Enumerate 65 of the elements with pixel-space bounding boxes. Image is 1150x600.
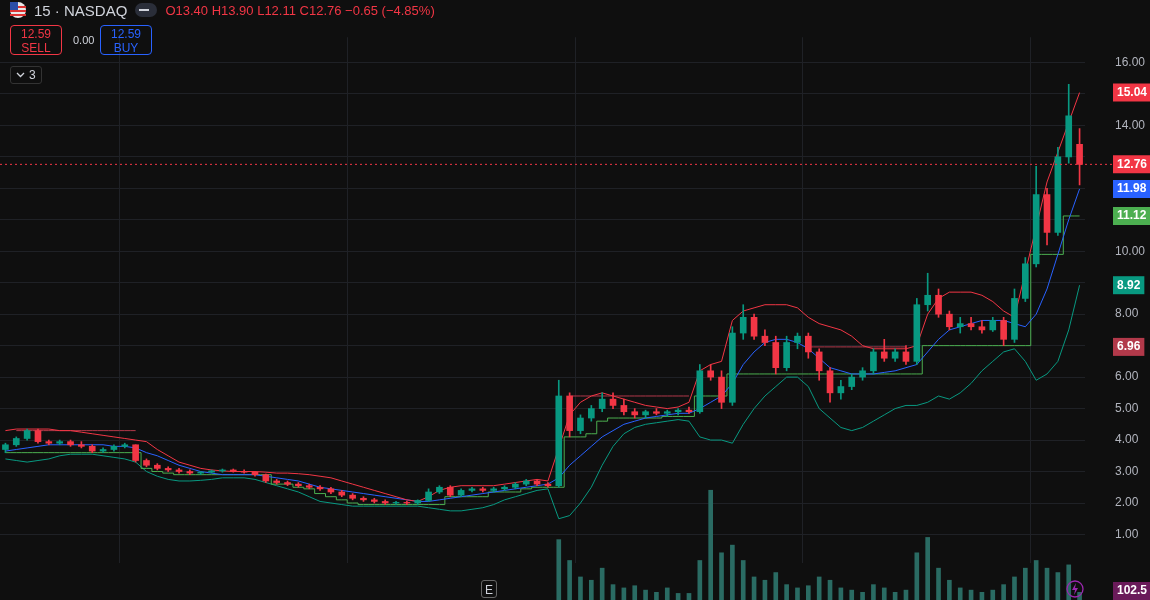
bar (881, 587, 887, 600)
bar (632, 585, 638, 600)
annotation: SELL (20, 41, 52, 55)
bar (1033, 560, 1039, 600)
annotation: 12.59 (20, 27, 52, 41)
bar (1023, 567, 1028, 600)
bar (740, 560, 746, 600)
bar (643, 589, 648, 600)
bar (795, 587, 800, 600)
bar (578, 576, 583, 600)
y-tick-label: 14.00 (1115, 117, 1146, 132)
bar (784, 584, 789, 600)
bar (990, 589, 996, 600)
bar (849, 589, 855, 600)
bar (816, 576, 822, 600)
bar (936, 567, 941, 600)
y-tick-label: 16.00 (1115, 54, 1146, 69)
bar (1001, 584, 1006, 600)
text: 15.04 (1117, 84, 1148, 99)
bar (719, 552, 724, 600)
bar (567, 560, 572, 600)
candlestick (305, 483, 313, 490)
candlestick (56, 439, 64, 446)
candlestick (45, 439, 53, 446)
y-tick-label: 6.00 (1115, 369, 1139, 384)
annotation: 12.59 (110, 27, 142, 41)
candlestick (121, 442, 129, 449)
bar (730, 544, 735, 600)
bar (708, 489, 714, 600)
bar (1066, 564, 1072, 600)
text: 6.96 (1117, 339, 1141, 354)
y-tick-label: 3.00 (1115, 463, 1139, 478)
bar (664, 587, 670, 600)
text: 102.5 (1117, 583, 1148, 598)
bar (947, 579, 952, 600)
bar (773, 572, 779, 600)
bar (599, 567, 605, 600)
annotation: 3 (29, 68, 36, 82)
y-tick-label: 2.00 (1115, 495, 1139, 510)
text: 11.98 (1117, 181, 1147, 196)
chart-subtitle: O13.40 H13.90 L12.11 C12.76 −0.65 (−4.85%) (165, 2, 435, 18)
text: 11.12 (1117, 208, 1147, 223)
bar (871, 584, 876, 600)
annotation: BUY (112, 41, 140, 55)
y-tick-label: 1.00 (1115, 526, 1139, 541)
bar (860, 591, 865, 600)
bar (925, 537, 931, 600)
bar (914, 552, 920, 600)
bar (697, 560, 703, 600)
y-tick-label: 8.00 (1115, 306, 1139, 321)
ref-line-label: 12.76 (1117, 156, 1148, 171)
bar (589, 579, 594, 600)
y-tick-label: 4.00 (1115, 432, 1139, 447)
bar (957, 587, 963, 600)
annotation: E (484, 583, 493, 597)
bar (806, 585, 811, 600)
chart-title: 15 · NASDAQ (34, 1, 128, 19)
text: 8.92 (1117, 277, 1141, 292)
bar (556, 539, 562, 600)
annotation: 0.00 (73, 34, 95, 46)
y-tick-label: 10.00 (1115, 243, 1146, 258)
y-tick-label: 5.00 (1115, 400, 1139, 415)
bar (1012, 576, 1017, 600)
bar (654, 591, 659, 600)
candlestick (663, 409, 671, 417)
